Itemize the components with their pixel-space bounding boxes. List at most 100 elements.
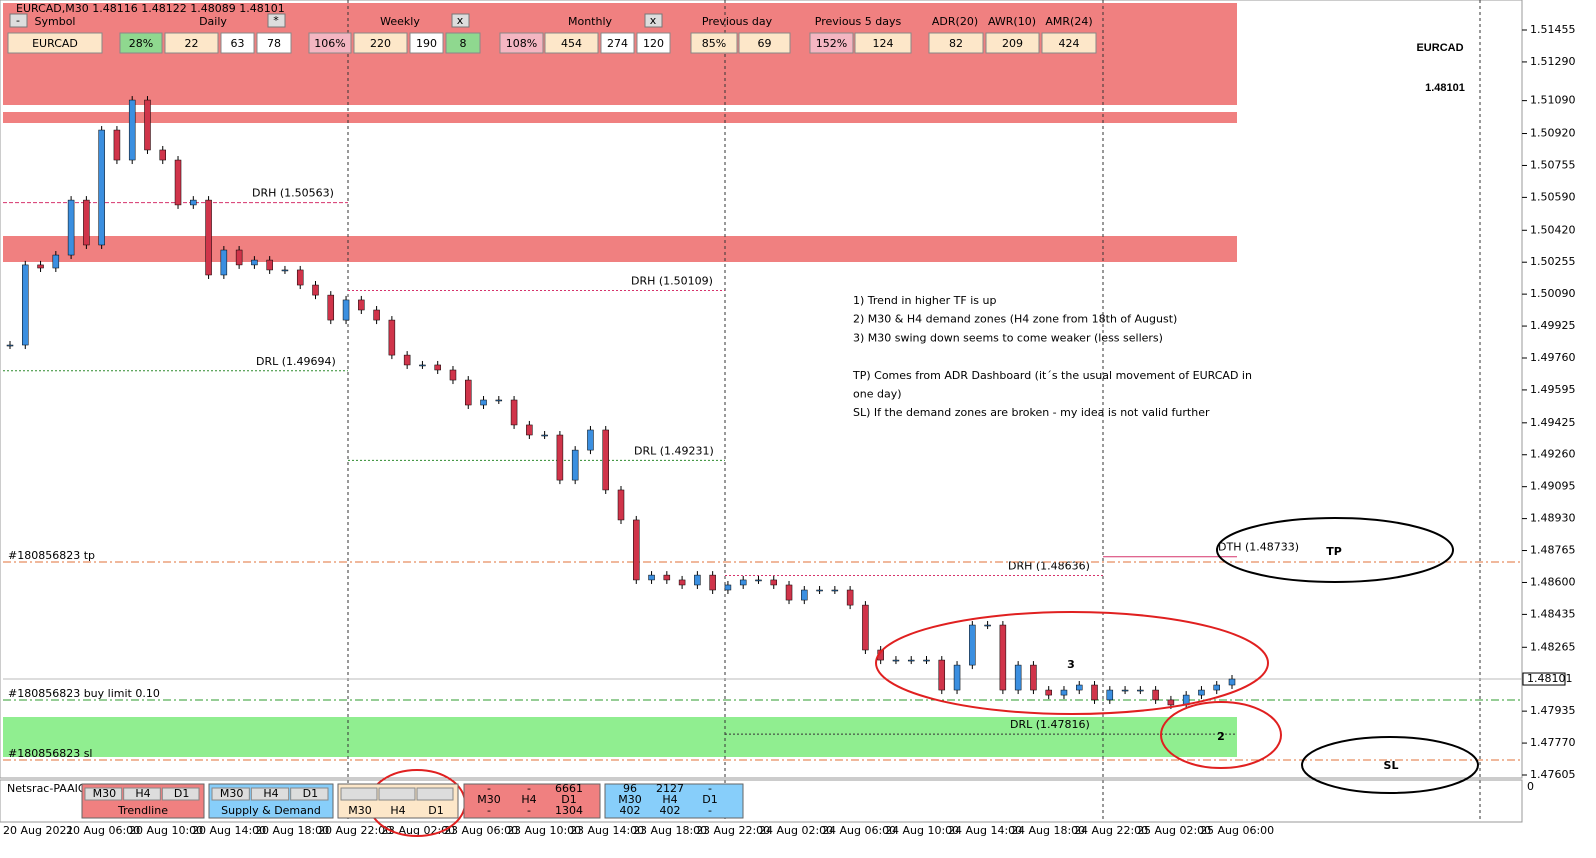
header-cell xyxy=(119,32,163,54)
indicator-cell xyxy=(378,787,416,801)
header-cell-value: 274 xyxy=(607,37,628,50)
symbol-big: EURCAD xyxy=(1416,42,1463,54)
day-separators xyxy=(347,0,1481,822)
indicator-box-label: Trendline xyxy=(117,804,168,817)
candle xyxy=(159,149,166,161)
indicator-cell xyxy=(211,787,250,801)
y-tick-label: 1.49595 xyxy=(1530,383,1576,396)
candle xyxy=(373,309,380,321)
candle xyxy=(1167,699,1175,706)
candle xyxy=(128,99,136,161)
candle xyxy=(220,249,228,276)
candle xyxy=(388,319,396,356)
x-tick-label: 20 Aug 18:00 xyxy=(255,824,329,837)
indicator-cell-label: H4 xyxy=(135,787,150,800)
header-cell-value: 152% xyxy=(816,37,847,50)
x-tick-label: 23 Aug 10:00 xyxy=(507,824,581,837)
indicator-cell-label: D1 xyxy=(174,787,189,800)
button[interactable] xyxy=(451,13,470,28)
indicator-name: Netsrac-PAAIOS xyxy=(7,782,94,795)
candle xyxy=(541,434,548,437)
header-cell xyxy=(353,32,408,54)
level-label: DRL (1.47816) xyxy=(1010,718,1090,731)
header-cell xyxy=(854,32,912,54)
column-label: Previous day xyxy=(702,15,773,28)
candle xyxy=(251,259,258,266)
mark-label: SL xyxy=(1384,759,1399,772)
button-label: x xyxy=(650,14,657,27)
candle xyxy=(52,254,60,269)
indicator-box-label: Supply & Demand xyxy=(221,804,321,817)
button[interactable] xyxy=(9,13,28,28)
indicator-cell-label: 402 xyxy=(660,804,681,817)
y-tick-label: 1.50090 xyxy=(1530,287,1576,300)
candle xyxy=(739,579,747,586)
column-label: ADR(20) xyxy=(932,15,978,28)
candle xyxy=(617,489,625,521)
x-tick-label: 25 Aug 06:00 xyxy=(1200,824,1274,837)
supply-zone xyxy=(3,236,1237,262)
candle xyxy=(953,664,961,691)
indicator-box xyxy=(463,783,601,819)
candle xyxy=(67,199,75,256)
indicator-cell xyxy=(250,787,290,801)
indicator-box xyxy=(604,783,744,819)
candle xyxy=(1076,684,1083,691)
x-tick-label: 25 Aug 02:00 xyxy=(1137,824,1211,837)
x-tick-label: 20 Aug 14:00 xyxy=(192,824,266,837)
level-label: DRH (1.50109) xyxy=(631,274,713,287)
y-tick-label: 1.49425 xyxy=(1530,416,1576,429)
candle xyxy=(403,354,411,366)
current-price-box xyxy=(1522,672,1566,686)
column-label: AWR(10) xyxy=(988,15,1036,28)
y-tick-label: 1.50420 xyxy=(1530,223,1576,236)
level-label: DRL (1.49694) xyxy=(256,355,336,368)
indicator-cell-label: D1 xyxy=(303,787,318,800)
candle xyxy=(342,299,350,321)
level-label: DRH (1.50563) xyxy=(252,187,334,200)
candle xyxy=(969,624,976,666)
candle xyxy=(709,574,716,591)
button-label: x xyxy=(457,14,464,27)
candle xyxy=(648,574,655,581)
candle xyxy=(113,129,121,161)
header-cell xyxy=(985,32,1040,54)
header-cell-value: 209 xyxy=(1002,37,1023,50)
candle xyxy=(862,604,869,651)
indicator-cell-label: 96 xyxy=(623,782,637,795)
header-cell-value: 63 xyxy=(231,37,245,50)
column-label: Weekly xyxy=(380,15,420,28)
candle xyxy=(190,199,197,206)
header-cell-value: 78 xyxy=(267,37,281,50)
demand-zone xyxy=(3,717,1237,757)
header-cell-value: 69 xyxy=(758,37,772,50)
y-tick-label: 1.48765 xyxy=(1530,544,1576,557)
indicator-cell-label: - xyxy=(487,782,491,795)
note: 3) M30 swing down seems to come weaker (… xyxy=(853,331,1163,344)
button[interactable] xyxy=(267,13,286,28)
x-tick-label: 24 Aug 10:00 xyxy=(885,824,959,837)
candle xyxy=(22,264,29,346)
header-cell xyxy=(738,32,791,54)
candle xyxy=(892,659,900,662)
candle xyxy=(846,589,854,606)
header-cell xyxy=(7,32,103,54)
header-cell xyxy=(445,32,481,54)
price-big: 1.48101 xyxy=(1425,82,1465,94)
header-cell xyxy=(544,32,599,54)
indicator-cell-label: 402 xyxy=(620,804,641,817)
order-label: #180856823 tp xyxy=(8,549,95,562)
x-tick-label: 24 Aug 06:00 xyxy=(822,824,896,837)
candle xyxy=(37,264,44,269)
indicator-cell-label: M30 xyxy=(93,787,117,800)
note: 2) M30 & H4 demand zones (H4 zone from 1… xyxy=(853,313,1177,326)
candle xyxy=(510,399,518,426)
indicator-cell-label: M30 xyxy=(477,793,501,806)
y-tick-label: 1.50755 xyxy=(1530,158,1576,171)
button[interactable] xyxy=(644,13,663,28)
column-label: Previous 5 days xyxy=(815,15,902,28)
y-tick-label: 1.48930 xyxy=(1530,512,1576,525)
indicator-cell-label: M30 xyxy=(220,787,244,800)
y-tick-label: 1.50920 xyxy=(1530,127,1576,140)
